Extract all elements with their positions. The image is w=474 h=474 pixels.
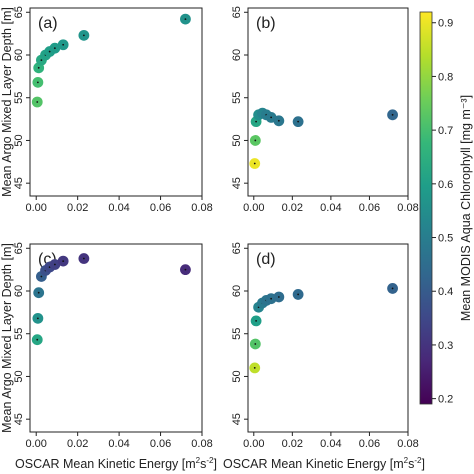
data-point-center (184, 18, 187, 21)
x-tick-label: 0.02 (282, 202, 303, 214)
data-point-center (53, 263, 56, 266)
x-tick-label: 0.04 (320, 202, 341, 214)
colorbar-label: Mean MODIS Aqua Chlorophyll [mg m⁻³] (459, 95, 473, 321)
colorbar-tick-label: 0.6 (438, 179, 453, 191)
colorbar-gradient (419, 11, 433, 405)
y-tick-label: 60 (13, 285, 25, 297)
colorbar-tick-label: 0.4 (438, 286, 453, 298)
data-point-center (40, 275, 43, 278)
y-tick-label: 45 (13, 177, 25, 189)
y-tick-label: 50 (13, 134, 25, 146)
y-tick-label: 55 (231, 92, 243, 104)
colorbar-tick-label: 0.9 (438, 18, 453, 30)
data-point-center (36, 101, 39, 103)
data-point-center (255, 120, 257, 123)
x-axis-label-left: OSCAR Mean Kinetic Energy [m2s-2] (15, 456, 217, 471)
data-point-center (62, 43, 65, 46)
data-point-center (40, 59, 43, 62)
colorbar-tick-label: 0.5 (438, 233, 453, 245)
data-point-center (270, 297, 273, 300)
data-point-center (48, 50, 51, 53)
data-point-center (277, 296, 280, 298)
x-tick-label: 0.00 (26, 202, 47, 214)
x-tick-label: 0.08 (397, 438, 418, 450)
y-axis-label-bottom: Mean Argo Mixed Layer Depth [m] (0, 243, 14, 433)
data-point-center (391, 287, 394, 290)
y-tick-label: 60 (13, 49, 25, 61)
x-tick-label: 0.06 (150, 438, 171, 450)
y-tick-label: 50 (231, 134, 243, 146)
panel-label: (d) (256, 251, 276, 268)
colorbar-tick-label: 0.7 (438, 125, 453, 137)
data-point-center (36, 317, 39, 320)
data-point-center (270, 116, 273, 119)
data-point-center (82, 34, 85, 37)
colorbar-tick-label: 0.8 (438, 71, 453, 83)
x-tick-label: 0.02 (67, 202, 88, 214)
x-tick-label: 0.06 (359, 202, 380, 214)
data-point-center (297, 293, 300, 296)
y-tick-label: 65 (231, 242, 243, 254)
y-tick-label: 55 (13, 328, 25, 340)
data-point-center (53, 47, 56, 50)
y-tick-label: 60 (231, 285, 243, 297)
x-tick-label: 0.04 (320, 438, 341, 450)
x-tick-label: 0.08 (191, 202, 212, 214)
panel-label: (a) (38, 15, 58, 32)
panel-b: 0.00 0.02 0.04 0.06 0.08 45 50 55 60 65 (b) (231, 6, 419, 214)
y-tick-label: 50 (13, 370, 25, 382)
plot-frame (247, 243, 409, 433)
x-tick-label: 0.08 (191, 438, 212, 450)
x-tick-label: 0.04 (108, 202, 129, 214)
data-point-center (254, 343, 257, 345)
data-point-center (36, 81, 39, 84)
y-axis-label-top: Mean Argo Mixed Layer Depth [m] (0, 7, 14, 197)
x-tick-label: 0.06 (150, 202, 171, 214)
data-point-center (62, 260, 65, 262)
x-tick-label: 0.08 (397, 202, 418, 214)
data-point-center (37, 291, 40, 294)
y-tick-label: 50 (231, 370, 243, 382)
panel-d: 0.00 0.02 0.04 0.06 0.08 45 50 55 60 65 (d) (231, 242, 419, 450)
y-tick-label: 45 (13, 413, 25, 425)
x-tick-label: 0.04 (108, 438, 129, 450)
data-point-center (36, 338, 39, 341)
colorbar-tick-label: 0.2 (438, 394, 453, 406)
data-point-center (253, 162, 256, 165)
plot-frame (29, 243, 203, 433)
y-tick-label: 55 (13, 92, 25, 104)
y-tick-label: 55 (231, 328, 243, 340)
data-point-center (254, 139, 257, 142)
data-point-center (391, 113, 394, 116)
data-point-center (297, 120, 300, 123)
y-tick-label: 60 (231, 49, 243, 61)
colorbar-tick-label: 0.3 (438, 340, 453, 352)
x-tick-label: 0.00 (26, 438, 47, 450)
x-tick-label: 0.06 (359, 438, 380, 450)
y-tick-label: 45 (231, 177, 243, 189)
y-tick-label: 65 (231, 6, 243, 18)
x-tick-label: 0.00 (243, 438, 264, 450)
y-tick-label: 65 (13, 242, 25, 254)
data-point-center (277, 119, 280, 122)
panel-a: 0.00 0.02 0.04 0.06 0.08 45 50 55 60 65 (a) (13, 6, 213, 214)
colorbar: 0.2 0.3 0.4 0.5 0.6 0.7 0.8 0.9 Mean MODIS Aqua… (419, 11, 473, 406)
colorbar-ticks: 0.2 0.3 0.4 0.5 0.6 0.7 0.8 0.9 (432, 18, 453, 406)
y-tick-label: 45 (231, 413, 243, 425)
plot-frame (247, 7, 409, 197)
data-point-center (253, 367, 256, 369)
data-point-center (37, 66, 40, 69)
x-axis-label-right: OSCAR Mean Kinetic Energy [m2s-2] (223, 456, 425, 471)
x-tick-label: 0.02 (67, 438, 88, 450)
y-tick-label: 65 (13, 6, 25, 18)
x-tick-label: 0.02 (282, 438, 303, 450)
x-tick-label: 0.00 (243, 202, 264, 214)
plot-frame (29, 7, 203, 197)
data-point-center (184, 268, 187, 271)
panel-label: (b) (256, 15, 276, 32)
data-point-center (255, 320, 257, 322)
data-point-center (82, 257, 85, 260)
